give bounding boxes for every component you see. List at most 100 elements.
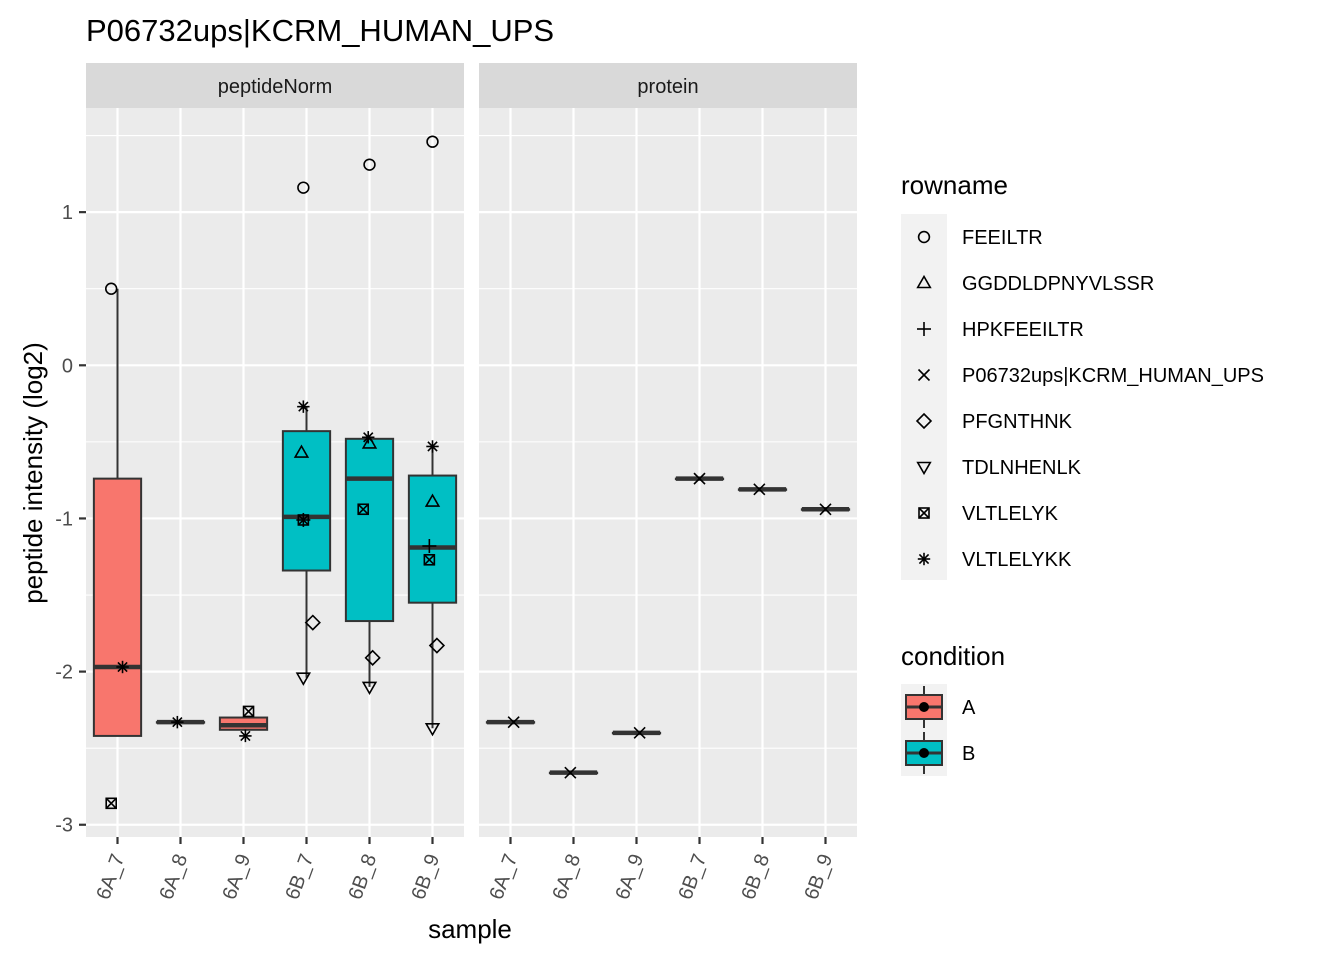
facet-label-peptidenorm: peptideNorm: [218, 76, 333, 98]
y-tick-label: -2: [55, 662, 73, 684]
x-tick-label: 6B_8: [345, 851, 382, 902]
x-tick-label: 6B_9: [408, 851, 445, 902]
x-tick-label: 6B_7: [282, 851, 319, 902]
y-tick-label: -3: [55, 815, 73, 837]
panel-background-peptidenorm: [86, 108, 464, 837]
chart-title: P06732ups|KCRM_HUMAN_UPS: [86, 13, 554, 48]
facet-label-protein: protein: [637, 76, 698, 98]
x-tick-label: 6A_8: [156, 851, 193, 902]
box-protein-6a-8: [548, 770, 599, 775]
x-tick-label: 6B_8: [738, 851, 775, 902]
x-axes: 6A_7 6A_8 6A_9 6B_7 6B_8 6B_9 6A_7 6A_8 6A_9 6B_7…: [93, 837, 838, 903]
x-axis-protein: 6A_7 6A_8 6A_9 6B_7 6B_8 6B_9: [486, 837, 838, 903]
point-p06732ups-kcrm-human-ups: [507, 716, 520, 729]
legend-key-hpkfeeiltr: [917, 322, 931, 336]
point-vltlelyk: [423, 553, 436, 566]
legend-label-vltlelyk: VLTLELYK: [962, 503, 1059, 525]
y-tick-label: 0: [62, 355, 73, 377]
point-feeiltr: [297, 181, 310, 194]
box-body: [344, 437, 395, 623]
point-hpkfeeiltr: [422, 539, 437, 554]
box-body: [92, 477, 143, 737]
facet-peptidenorm: peptideNorm: [86, 63, 464, 837]
box-body: [281, 430, 332, 572]
facet-strip-protein: [479, 63, 857, 108]
point-feeiltr: [104, 282, 118, 295]
point-feeiltr: [426, 135, 439, 148]
legend-key-tdlnhenlk: [916, 461, 932, 476]
legend-label-hpkfeeiltr: HPKFEEILTR: [962, 319, 1084, 341]
legend-label-vltlelykk: VLTLELYKK: [962, 549, 1072, 571]
legend-key-point: [919, 702, 929, 712]
legend-label-condition-a: A: [962, 697, 976, 719]
x-tick-label: 6A_7: [486, 851, 523, 902]
x-tick-label: 6A_9: [612, 851, 649, 902]
box-peptidenorm-6a-7: [92, 288, 143, 737]
box-protein-6b-8: [737, 487, 788, 492]
x-tick-label: 6B_9: [801, 851, 838, 902]
point-tdlnhenlk: [424, 722, 441, 737]
box-body: [407, 474, 458, 604]
point-ggddldpnyvlssr: [361, 435, 378, 449]
box-protein-6a-7: [485, 719, 536, 725]
point-vltlelykk: [426, 440, 439, 453]
legend-condition: condition A B: [901, 641, 1005, 776]
legend-label-tdlnhenlk: TDLNHENLK: [962, 457, 1082, 479]
point-vltlelykk: [362, 431, 375, 444]
legend-key-p06732ups-kcrm-human-ups: [917, 368, 931, 382]
legend-key-background: [901, 214, 947, 580]
point-vltlelyk: [357, 503, 370, 516]
point-vltlelyk: [105, 797, 117, 810]
legend-label-ggddldpnyvlssr: GGDDLDPNYVLSSR: [962, 273, 1154, 295]
legend-label-feeiltr: FEEILTR: [962, 227, 1043, 249]
legend-key-vltlelykk: [917, 552, 931, 566]
point-vltlelykk: [116, 660, 129, 674]
point-p06732ups-kcrm-human-ups: [633, 726, 646, 739]
x-tick-label: 6B_7: [675, 851, 712, 902]
point-tdlnhenlk: [361, 681, 378, 696]
legend-label-pfgnthnk: PFGNTHNK: [962, 411, 1073, 433]
legend-title-condition: condition: [901, 641, 1005, 671]
point-ggddldpnyvlssr: [293, 444, 310, 458]
point-ggddldpnyvlssr: [424, 493, 441, 507]
y-axis-title: peptide intensity (log2): [18, 342, 48, 604]
panel-background-protein: [479, 108, 857, 837]
legend-key-condition-a: [901, 684, 947, 730]
y-tick-label: 1: [62, 202, 73, 224]
point-p06732ups-kcrm-human-ups: [693, 472, 706, 485]
point-feeiltr: [363, 158, 376, 171]
y-tick-label: -1: [55, 508, 73, 530]
legend-label-condition-b: B: [962, 743, 975, 765]
legend-rowname: rowname FEEILTR GGDDLDPNYVLSSR HPKFEEILTR P0…: [901, 170, 1264, 580]
point-p06732ups-kcrm-human-ups: [564, 766, 577, 779]
legend-key-vltlelyk: [918, 507, 930, 519]
point-pfgnthnk: [428, 637, 446, 654]
legend-label-p06732ups-kcrm-human-ups: P06732ups|KCRM_HUMAN_UPS: [962, 365, 1264, 387]
point-p06732ups-kcrm-human-ups: [819, 503, 832, 516]
legend-title-rowname: rowname: [901, 170, 1008, 200]
point-vltlelykk: [297, 400, 310, 413]
x-tick-label: 6A_8: [549, 851, 586, 902]
box-peptidenorm-6a-9: [218, 716, 269, 731]
point-p06732ups-kcrm-human-ups: [753, 483, 766, 496]
legend-key-condition-b: [901, 730, 947, 776]
x-tick-label: 6A_7: [93, 851, 130, 902]
x-axis-title: sample: [428, 914, 512, 944]
point-pfgnthnk: [304, 614, 321, 631]
legend-key-ggddldpnyvlssr: [916, 274, 932, 289]
point-pfgnthnk: [364, 649, 381, 666]
point-tdlnhenlk: [295, 672, 312, 686]
legend-key-feeiltr: [917, 230, 931, 244]
point-vltlelyk: [297, 514, 310, 526]
facet-strip-peptidenorm: [86, 63, 464, 108]
facet-panels: peptideNorm protein: [86, 63, 857, 837]
box-protein-6a-9: [611, 730, 662, 736]
legend-key-pfgnthnk: [915, 412, 933, 430]
point-vltlelyk: [242, 705, 255, 718]
facet-protein: protein: [479, 63, 857, 837]
point-vltlelykk: [171, 715, 184, 729]
x-axis-peptidenorm: 6A_7 6A_8 6A_9 6B_7 6B_8 6B_9: [93, 837, 445, 903]
x-tick-label: 6A_9: [219, 851, 256, 902]
y-axis: -3 -2 -1 0 1: [55, 202, 86, 837]
